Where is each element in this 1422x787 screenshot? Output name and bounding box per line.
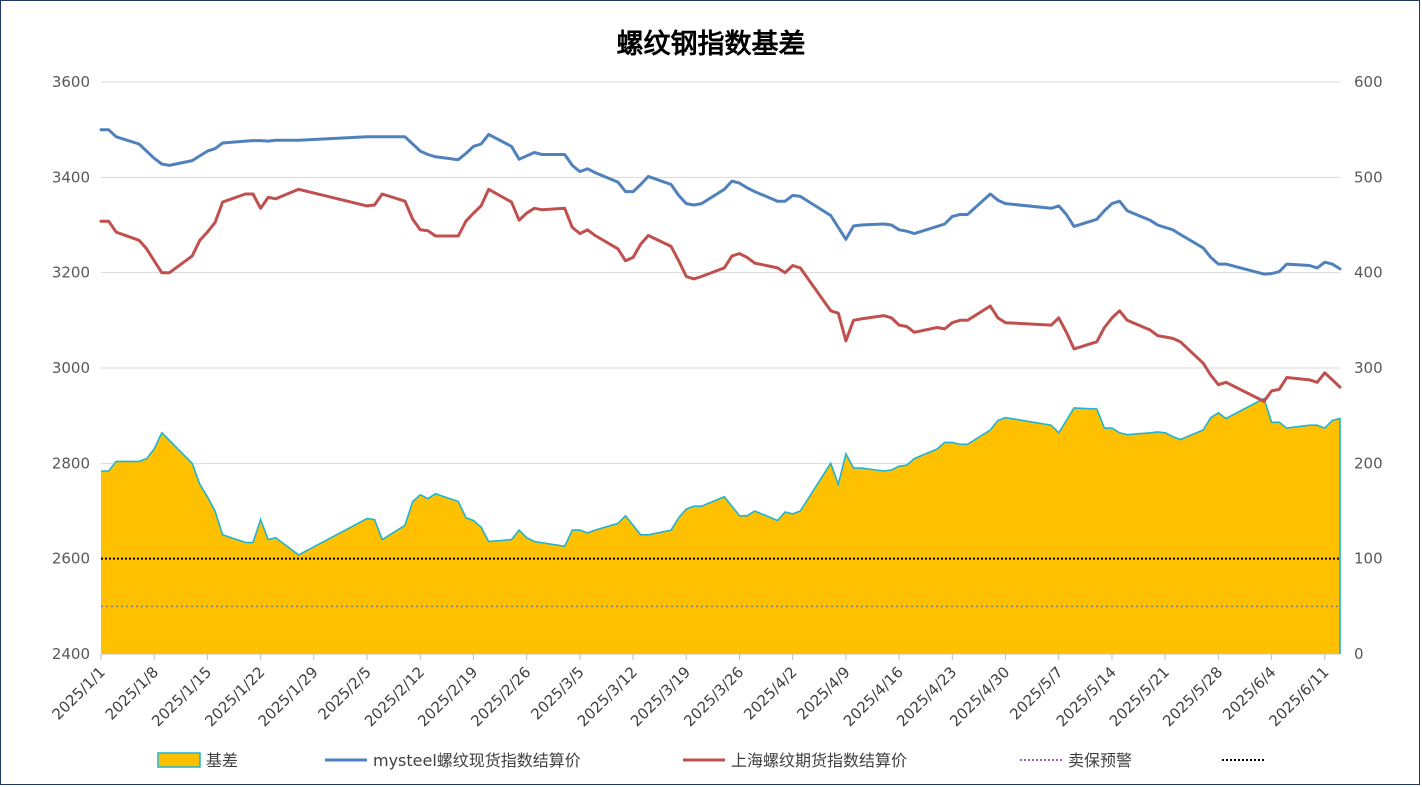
price-lines — [99, 128, 1342, 403]
series-line — [99, 187, 1342, 403]
legend-label: 上海螺纹期货指数结算价 — [731, 751, 907, 770]
reference-lines — [101, 557, 1340, 608]
basis-area-edge — [101, 397, 1341, 654]
right-axis-tick-label: 300 — [1354, 359, 1383, 377]
basis-area-fill — [101, 398, 1340, 654]
left-axis-tick-label: 3400 — [52, 168, 90, 186]
x-axis-tick-label: 2025/4/2 — [740, 663, 800, 723]
chart-title: 螺纹钢指数基差 — [617, 28, 806, 60]
legend-label: mysteel螺纹现货指数结算价 — [373, 751, 581, 770]
right-axis-tick-label: 100 — [1354, 550, 1383, 568]
legend-entry[interactable]: 上海螺纹期货指数结算价 — [683, 751, 907, 770]
left-axis-tick-label: 3600 — [52, 73, 90, 91]
left-axis-tick-label: 2400 — [52, 645, 90, 663]
legend-entry[interactable]: 基差 — [157, 751, 238, 770]
right-axis-tick-label: 500 — [1354, 168, 1383, 186]
series-line — [99, 128, 1342, 276]
right-axis-tick-label: 400 — [1354, 264, 1383, 282]
legend-entry[interactable]: 卖保预警 — [1020, 751, 1132, 770]
legend-swatch — [157, 752, 201, 768]
left-axis-tick-label: 2600 — [52, 550, 90, 568]
right-axis-tick-label: 600 — [1354, 73, 1383, 91]
basis-area — [101, 397, 1341, 654]
legend-label: 基差 — [206, 751, 238, 770]
left-axis-tick-label: 3000 — [52, 359, 90, 377]
legend-label: 卖保预警 — [1068, 751, 1132, 770]
left-axis-tick-label: 2800 — [52, 454, 90, 472]
legend-entry[interactable]: mysteel螺纹现货指数结算价 — [325, 751, 581, 770]
x-axis-tick-label: 2025/1/1 — [48, 663, 108, 723]
legend[interactable]: 基差 mysteel螺纹现货指数结算价 上海螺纹期货指数结算价 卖保预警 — [157, 751, 1264, 770]
right-axis-tick-label: 0 — [1354, 645, 1364, 663]
right-axis-tick-label: 200 — [1354, 454, 1383, 472]
left-axis-tick-label: 3200 — [52, 264, 90, 282]
